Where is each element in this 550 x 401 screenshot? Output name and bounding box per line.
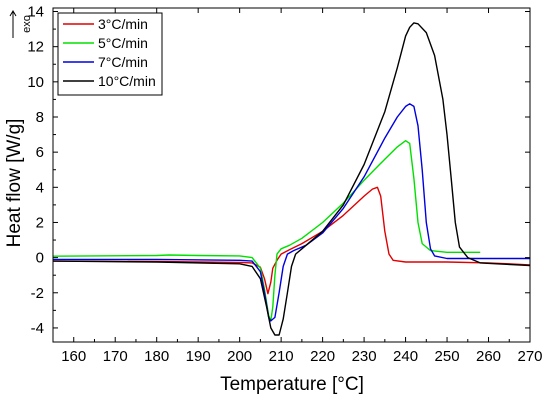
y-tick-label: 14 — [27, 4, 44, 21]
legend: 3°C/min 5°C/min 7°C/min 10°C/min — [57, 12, 163, 96]
plot-area — [53, 22, 530, 336]
y-tick-label: -4 — [31, 320, 44, 337]
x-tick-label: 270 — [517, 348, 542, 365]
plot-frame — [52, 7, 531, 343]
x-tick-label: 240 — [393, 348, 418, 365]
x-tick-label: 170 — [103, 348, 128, 365]
axes: 160 170 180 190 200 210 220 230 240 250 260 270-4-2… — [27, 4, 542, 365]
x-tick-label: 250 — [435, 348, 460, 365]
legend-label: 10°C/min — [98, 73, 156, 89]
y-tick-label: 2 — [36, 214, 44, 231]
y-axis-title: Heat flow [W/g] — [4, 119, 25, 248]
y-tick-label: 12 — [27, 39, 44, 56]
exo-indicator: exo — [9, 10, 33, 38]
x-tick-label: 220 — [310, 348, 335, 365]
x-axis-title: Temperature [°C] — [220, 374, 364, 395]
series-line-2 — [53, 103, 530, 322]
exo-arrow-head — [9, 10, 17, 17]
y-tick-label: 10 — [27, 74, 44, 91]
y-tick-label: 4 — [36, 179, 44, 196]
legend-label: 7°C/min — [98, 54, 148, 70]
series-line-1 — [53, 140, 481, 322]
x-tick-label: 160 — [61, 348, 86, 365]
series-line-3 — [53, 22, 530, 336]
x-tick-label: 210 — [269, 348, 294, 365]
y-tick-label: -2 — [31, 285, 44, 302]
x-tick-label: 230 — [352, 348, 377, 365]
y-tick-label: 6 — [36, 144, 44, 161]
legend-label: 5°C/min — [98, 35, 148, 51]
legend-label: 3°C/min — [98, 16, 148, 32]
y-tick-label: 0 — [36, 250, 44, 267]
x-tick-label: 200 — [227, 348, 252, 365]
x-tick-label: 190 — [186, 348, 211, 365]
exo-label: exo — [21, 15, 33, 33]
y-tick-label: 8 — [36, 109, 44, 126]
x-tick-label: 180 — [144, 348, 169, 365]
x-tick-label: 260 — [476, 348, 501, 365]
